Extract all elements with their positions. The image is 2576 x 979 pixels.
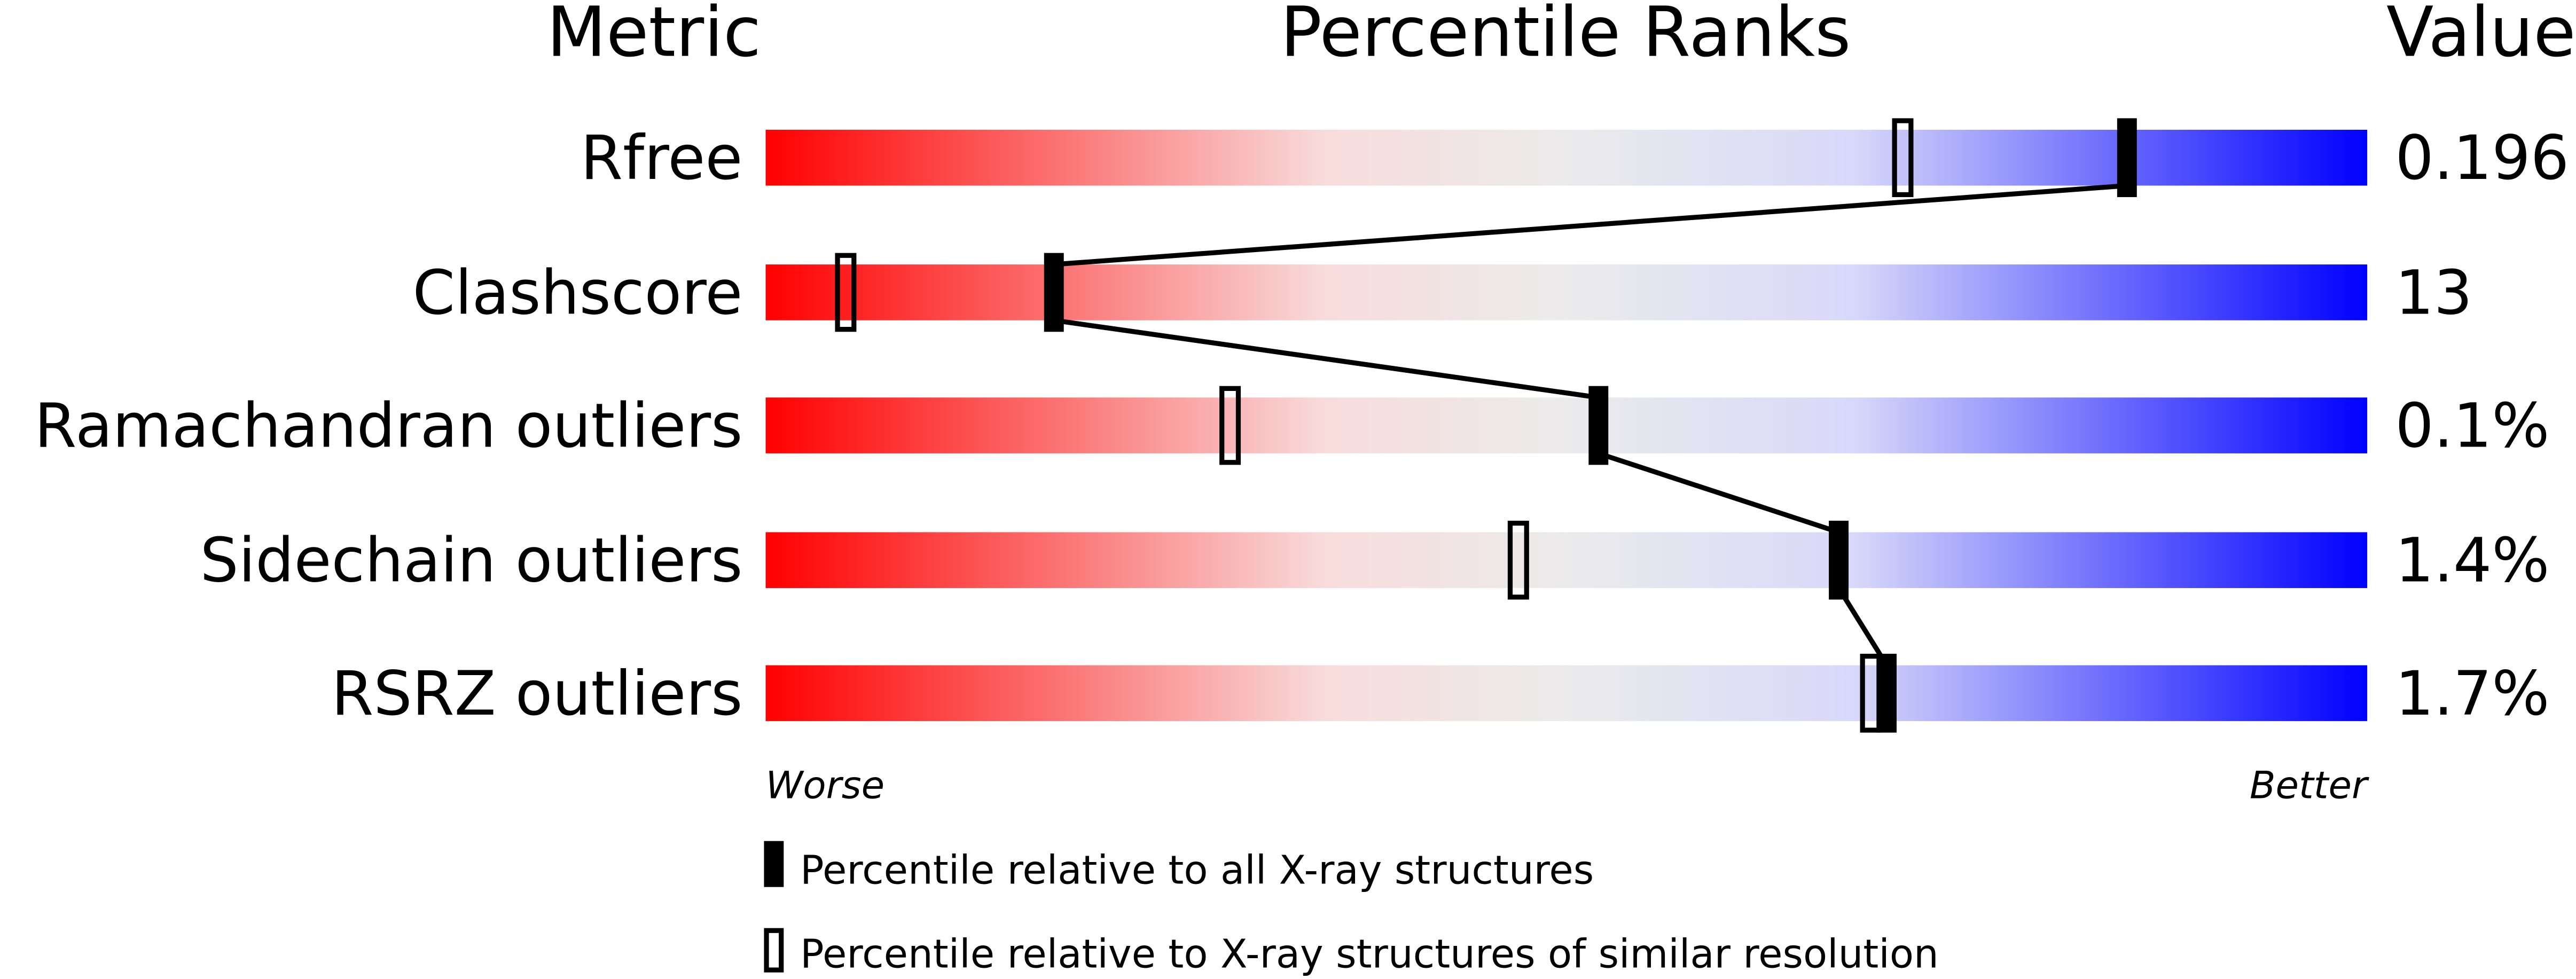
metric-label: Sidechain outliers: [200, 525, 742, 596]
header-metric: Metric: [547, 0, 762, 73]
percentile-bar: [765, 264, 2368, 320]
metric-value: 13: [2395, 257, 2472, 328]
axis-label-worse: Worse: [765, 763, 884, 808]
percentile-bar: [765, 665, 2368, 722]
metric-label: RSRZ outliers: [331, 658, 742, 729]
all-structures-marker: [1829, 520, 1849, 600]
legend-filled-marker: [764, 841, 784, 887]
metric-label: Rfree: [581, 122, 742, 193]
metric-label: Ramachandran outliers: [34, 390, 742, 461]
header-value: Value: [2386, 0, 2576, 73]
percentile-bar: [765, 532, 2368, 589]
similar-resolution-marker: [1507, 520, 1529, 600]
similar-resolution-marker: [1892, 118, 1914, 198]
axis-label-better: Better: [2250, 763, 2369, 808]
legend-similar-label: Percentile relative to X-ray structures …: [800, 931, 1939, 977]
metric-value: 1.7%: [2395, 658, 2549, 729]
all-structures-marker: [2117, 118, 2137, 198]
connector-line: [1053, 183, 2127, 267]
similar-resolution-marker: [835, 253, 857, 332]
all-structures-marker: [1877, 654, 1897, 733]
legend-all-label: Percentile relative to all X-ray structu…: [800, 848, 1594, 894]
percentile-bar: [765, 129, 2368, 186]
metric-value: 0.1%: [2395, 390, 2549, 461]
connector-line: [1836, 586, 1889, 667]
all-structures-marker: [1044, 253, 1064, 332]
percentile-bar: [765, 397, 2368, 453]
connector-line: [1598, 451, 1840, 535]
legend-hollow-marker: [764, 928, 784, 973]
connector-line: [1053, 318, 1599, 400]
metric-value: 0.196: [2395, 122, 2569, 193]
all-structures-marker: [1588, 386, 1609, 465]
metric-label: Clashscore: [413, 257, 743, 328]
header-percentile-ranks: Percentile Ranks: [1280, 0, 1851, 73]
metric-value: 1.4%: [2395, 525, 2549, 596]
similar-resolution-marker: [1219, 386, 1241, 465]
